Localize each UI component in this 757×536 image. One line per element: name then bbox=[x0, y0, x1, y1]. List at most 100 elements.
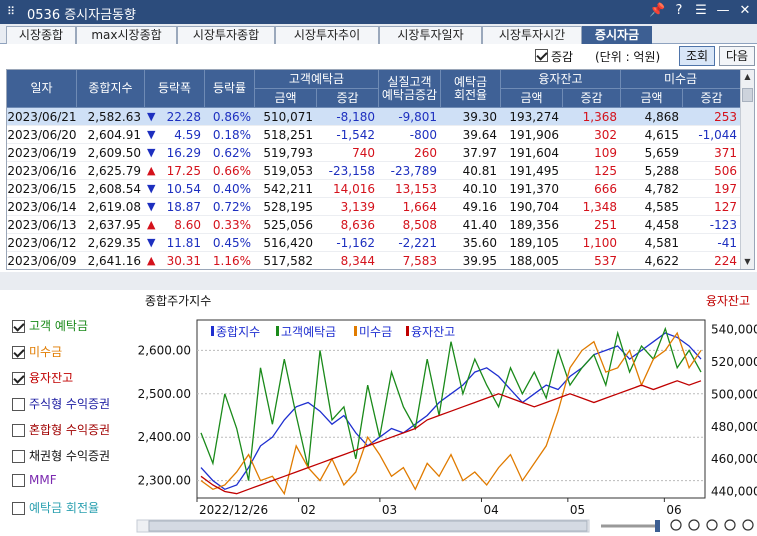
header-real-deposit[interactable]: 실질고객 예탁금증감 bbox=[379, 70, 441, 108]
change-value: 11.81 bbox=[166, 236, 201, 250]
grid-header: 일자 종합지수 등락폭 등락률 고객예탁금 금액 증감 실질고객 예탁금증감 예… bbox=[7, 70, 741, 108]
cell-real: -9,801 bbox=[398, 110, 437, 124]
change-value: 30.31 bbox=[166, 254, 201, 268]
header-unpaid-amount[interactable]: 금액 bbox=[621, 89, 683, 108]
tab-3[interactable]: 시장투자종합 bbox=[177, 26, 275, 44]
series-checkbox[interactable] bbox=[12, 502, 25, 515]
cell-change: ▼ 10.54 bbox=[145, 180, 205, 198]
header-index[interactable]: 종합지수 bbox=[77, 70, 145, 108]
table-row[interactable]: 2023/06/16 2,625.79 ▲ 17.25 0.66% 519,053 -23,… bbox=[7, 162, 741, 180]
table-row[interactable]: 2023/06/13 2,637.95 ▲ 8.60 0.33% 525,056 8,636… bbox=[7, 216, 741, 234]
table-row[interactable]: 2023/06/15 2,608.54 ▼ 10.54 0.40% 542,211 14,0… bbox=[7, 180, 741, 198]
cell-cr-amt: 191,495 bbox=[509, 164, 559, 178]
series-option[interactable]: 주식형 수익증권 bbox=[12, 395, 110, 412]
series-checkbox[interactable] bbox=[12, 474, 25, 487]
series-option[interactable]: 채권형 수익증권 bbox=[12, 447, 110, 464]
header-credit-amount[interactable]: 금액 bbox=[501, 89, 563, 108]
header-unpaid[interactable]: 미수금 bbox=[621, 70, 741, 89]
series-checkbox[interactable] bbox=[12, 398, 25, 411]
zoom-out-icon[interactable] bbox=[670, 519, 682, 531]
series-checkbox[interactable] bbox=[12, 372, 25, 385]
panel-separator[interactable] bbox=[0, 272, 757, 290]
zoom-fit-icon[interactable] bbox=[724, 519, 736, 531]
cell-rate: 0.62% bbox=[212, 146, 251, 160]
tab-6[interactable]: 시장투자시간 bbox=[482, 26, 582, 44]
series-checkbox[interactable] bbox=[12, 346, 25, 359]
scroll-thumb[interactable] bbox=[742, 88, 753, 102]
series-option[interactable]: 미수금 bbox=[12, 343, 62, 360]
cell-turn: 37.97 bbox=[462, 146, 497, 160]
right-tick-label: 480,000 bbox=[711, 420, 757, 434]
table-row[interactable]: 2023/06/19 2,609.50 ▼ 16.29 0.62% 519,793 740 2… bbox=[7, 144, 741, 162]
zoom-slider-handle[interactable] bbox=[655, 520, 660, 532]
tab-2[interactable]: max시장종합 bbox=[76, 26, 177, 44]
header-unpaid-delta[interactable]: 증감 bbox=[683, 89, 741, 108]
cell-un-chg: 224 bbox=[714, 254, 737, 268]
cell-dep-chg: 3,139 bbox=[340, 200, 375, 214]
cell-dep-chg: -23,158 bbox=[328, 164, 375, 178]
header-date[interactable]: 일자 bbox=[7, 70, 77, 108]
change-value: 18.87 bbox=[166, 200, 201, 214]
cell-cr-amt: 189,105 bbox=[509, 236, 559, 250]
tab-5[interactable]: 시장투자일자 bbox=[379, 26, 482, 44]
cell-turn: 39.95 bbox=[462, 254, 497, 268]
next-button[interactable]: 다음 bbox=[719, 46, 755, 66]
table-row[interactable]: 2023/06/09 2,641.16 ▲ 30.31 1.16% 517,582 8,34… bbox=[7, 252, 741, 269]
header-credit-delta[interactable]: 증감 bbox=[563, 89, 621, 108]
scroll-down-icon[interactable]: ▼ bbox=[744, 257, 751, 266]
series-option[interactable]: 고객 예탁금 bbox=[12, 317, 88, 334]
header-credit[interactable]: 융자잔고 bbox=[501, 70, 621, 89]
menu-icon[interactable]: ☰ bbox=[695, 3, 707, 18]
window-grip-icon[interactable]: ⠿ bbox=[7, 5, 15, 18]
change-checkbox[interactable] bbox=[535, 49, 548, 62]
header-deposit-delta[interactable]: 증감 bbox=[317, 89, 379, 108]
cell-cr-chg: 1,100 bbox=[582, 236, 617, 250]
series-option[interactable]: MMF bbox=[12, 473, 57, 487]
header-turnover[interactable]: 예탁금 회전율 bbox=[441, 70, 501, 108]
cell-rate: 1.16% bbox=[212, 254, 251, 268]
series-checkbox[interactable] bbox=[12, 450, 25, 463]
table-row[interactable]: 2023/06/12 2,629.35 ▼ 11.81 0.45% 516,420 -1,1… bbox=[7, 234, 741, 252]
series-option[interactable]: 융자잔고 bbox=[12, 369, 73, 386]
table-row[interactable]: 2023/06/21 2,582.63 ▼ 22.28 0.86% 510,071 -8,1… bbox=[7, 108, 741, 126]
cell-index: 2,619.08 bbox=[87, 200, 141, 214]
query-button[interactable]: 조회 bbox=[679, 46, 715, 66]
right-tick-label: 440,000 bbox=[711, 485, 757, 499]
pin-icon[interactable]: 📌 bbox=[649, 3, 666, 18]
tab-7[interactable]: 증시자금 bbox=[582, 26, 652, 44]
scroll-up-icon[interactable]: ▲ bbox=[744, 72, 751, 81]
series-option[interactable]: 예탁금 회전율 bbox=[12, 499, 99, 516]
cell-dep-amt: 528,195 bbox=[263, 200, 313, 214]
header-rate[interactable]: 등락률 bbox=[205, 70, 255, 108]
right-tick-label: 520,000 bbox=[711, 355, 757, 369]
cell-cr-amt: 188,005 bbox=[509, 254, 559, 268]
cell-dep-chg: -8,180 bbox=[336, 110, 375, 124]
header-deposit[interactable]: 고객예탁금 bbox=[255, 70, 379, 89]
help-icon[interactable]: ? bbox=[675, 3, 683, 18]
cell-un-amt: 4,615 bbox=[644, 128, 679, 142]
grid-scrollbar[interactable]: ▲ ▼ bbox=[740, 70, 754, 269]
x-tick-label: 03 bbox=[382, 503, 397, 517]
header-change[interactable]: 등락폭 bbox=[145, 70, 205, 108]
tab-1[interactable]: 시장종합 bbox=[6, 26, 76, 44]
zoom-reset-icon[interactable] bbox=[706, 519, 718, 531]
series-checkbox[interactable] bbox=[12, 320, 25, 333]
minimize-icon[interactable]: — bbox=[716, 3, 730, 18]
series-option[interactable]: 혼합형 수익증권 bbox=[12, 421, 110, 438]
left-tick-label: 2,400.00 bbox=[138, 430, 191, 444]
table-row[interactable]: 2023/06/14 2,619.08 ▼ 18.87 0.72% 528,195 3,13… bbox=[7, 198, 741, 216]
cell-index: 2,637.95 bbox=[87, 218, 141, 232]
cursor-tool-icon[interactable] bbox=[742, 519, 754, 531]
cell-dep-chg: 740 bbox=[352, 146, 375, 160]
down-arrow-icon: ▼ bbox=[147, 146, 156, 159]
series-label: 미수금 bbox=[29, 345, 63, 359]
series-checkbox[interactable] bbox=[12, 424, 25, 437]
tab-4[interactable]: 시장투자추이 bbox=[275, 26, 379, 44]
table-row[interactable]: 2023/06/20 2,604.91 ▼ 4.59 0.18% 518,251 -1,54… bbox=[7, 126, 741, 144]
close-icon[interactable]: ✕ bbox=[739, 3, 751, 18]
cell-real: 8,508 bbox=[402, 218, 437, 232]
zoom-in-icon[interactable] bbox=[688, 519, 700, 531]
chart-scroll-thumb[interactable] bbox=[148, 520, 588, 532]
header-deposit-amount[interactable]: 금액 bbox=[255, 89, 317, 108]
change-value: 10.54 bbox=[166, 182, 201, 196]
